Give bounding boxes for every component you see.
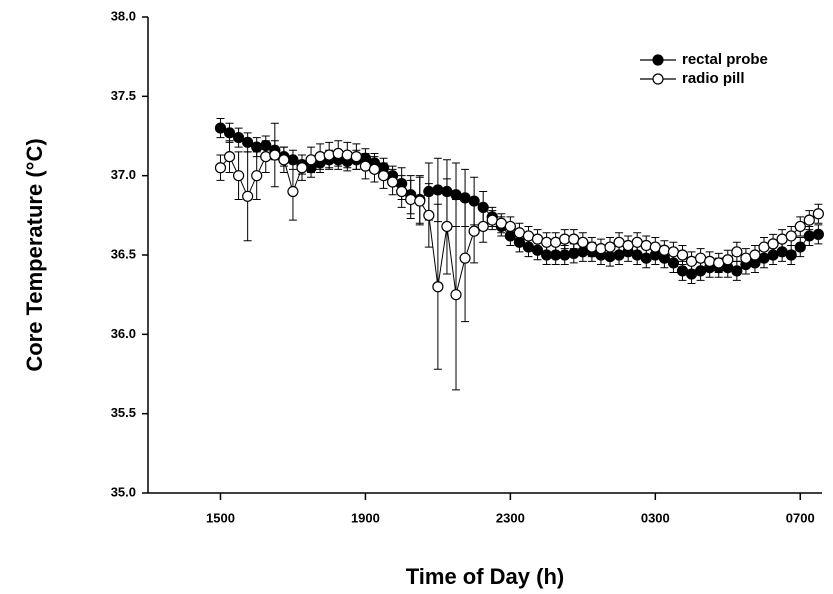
data-point	[323, 149, 335, 161]
data-point	[260, 139, 272, 152]
data-point	[731, 246, 743, 258]
data-point	[396, 185, 408, 198]
data-point	[731, 265, 743, 277]
data-point	[287, 185, 299, 198]
data-point	[332, 147, 344, 160]
x-tick-label: 0300	[641, 510, 670, 525]
data-point	[749, 249, 761, 261]
data-point	[513, 236, 526, 248]
data-point	[350, 151, 362, 163]
data-point	[803, 214, 815, 226]
y-tick-label: 37.5	[111, 88, 136, 103]
data-point	[531, 244, 544, 256]
data-point	[269, 149, 281, 161]
data-point	[314, 151, 326, 163]
y-tick-label: 37.0	[111, 167, 136, 182]
data-point	[595, 243, 607, 255]
data-point	[658, 244, 670, 256]
data-point	[676, 249, 689, 261]
data-point	[640, 239, 652, 252]
y-tick-label: 35.0	[111, 484, 136, 499]
data-point	[722, 254, 734, 266]
data-point	[559, 249, 571, 261]
data-point	[568, 247, 580, 260]
data-point	[232, 170, 245, 182]
data-point	[432, 184, 444, 196]
data-point	[477, 220, 489, 233]
data-point	[803, 230, 815, 242]
y-tick-label: 36.0	[111, 326, 136, 341]
legend-marker	[652, 54, 664, 66]
x-tick-label: 1500	[206, 510, 235, 525]
data-point	[812, 228, 824, 240]
data-point	[504, 220, 516, 233]
data-point	[386, 176, 399, 188]
data-point	[260, 151, 272, 163]
y-tick-label: 36.5	[111, 246, 136, 261]
data-point	[214, 122, 227, 134]
data-point	[414, 195, 426, 207]
data-point	[468, 225, 480, 237]
data-point	[278, 154, 290, 166]
x-axis-title: Time of Day (h)	[406, 564, 565, 589]
data-point	[377, 170, 390, 182]
data-point	[586, 241, 598, 253]
data-point	[667, 257, 680, 269]
legend-label: rectal probe	[682, 51, 768, 68]
data-point	[251, 170, 263, 182]
data-point	[242, 190, 254, 202]
data-point	[405, 193, 417, 206]
x-tick-label: 0700	[786, 510, 815, 525]
legend-label: radio pill	[682, 70, 745, 87]
x-tick-label: 1900	[351, 510, 380, 525]
data-point	[441, 220, 453, 233]
data-point	[459, 252, 471, 264]
data-point	[368, 163, 381, 175]
data-point	[232, 131, 245, 144]
data-point	[423, 185, 435, 198]
y-tick-label: 35.5	[111, 405, 136, 420]
legend-marker	[652, 73, 664, 85]
data-point	[223, 127, 236, 139]
data-point	[432, 281, 444, 293]
data-point	[785, 249, 797, 261]
data-point	[477, 201, 489, 213]
data-point	[214, 162, 227, 174]
data-point	[604, 250, 616, 263]
data-point	[423, 209, 435, 221]
data-point	[242, 136, 254, 148]
data-point	[296, 162, 308, 174]
data-point	[468, 195, 480, 207]
data-point	[223, 151, 236, 163]
data-point	[604, 241, 616, 253]
data-point	[577, 236, 589, 248]
y-tick-label: 38.0	[111, 8, 136, 23]
data-point	[812, 208, 824, 220]
data-point	[251, 141, 263, 153]
data-point	[785, 230, 797, 242]
x-tick-label: 2300	[496, 510, 525, 525]
data-point	[794, 220, 806, 233]
data-point	[450, 289, 462, 301]
y-axis-title: Core Temperature (°C)	[22, 138, 47, 371]
data-point	[767, 238, 779, 250]
data-point	[794, 241, 806, 253]
data-point	[704, 255, 716, 267]
data-point	[341, 149, 353, 161]
